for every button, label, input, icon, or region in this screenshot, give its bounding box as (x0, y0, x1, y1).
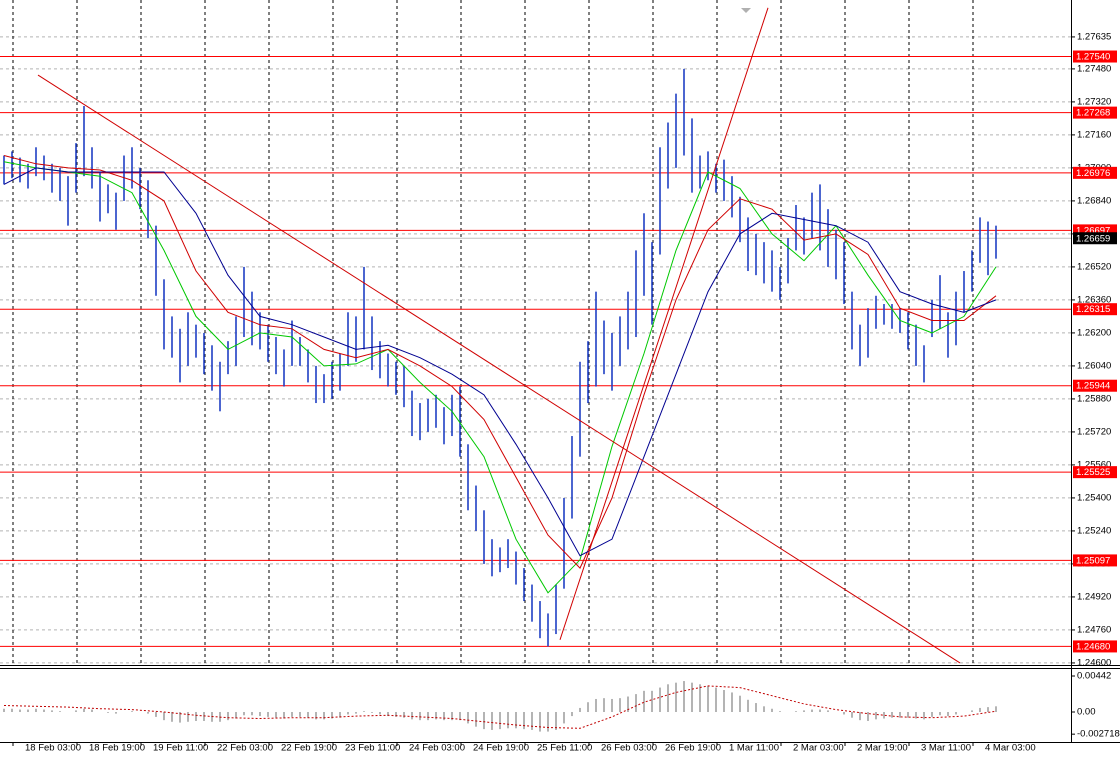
y-tick-label: 1.27160 (1077, 129, 1111, 140)
x-tick-label: 2 Mar 03:00 (793, 743, 844, 754)
level-label: 1.26697 (1076, 225, 1110, 236)
x-tick-label: 1 Mar 11:00 (729, 743, 779, 754)
y-tick-label: 1.27480 (1077, 63, 1111, 74)
y-tick-label: 1.26040 (1077, 360, 1111, 371)
level-label: 1.25097 (1076, 555, 1110, 566)
x-tick-label: 23 Feb 11:00 (345, 743, 400, 754)
y-tick-label: 0.00442 (1077, 671, 1111, 682)
x-tick-label: 3 Mar 11:00 (921, 743, 971, 754)
y-tick-label: 1.25720 (1077, 426, 1111, 437)
y-tick-label: 1.24920 (1077, 591, 1111, 602)
x-tick-label: 18 Feb 03:00 (25, 743, 81, 754)
y-tick-label: 1.26520 (1077, 261, 1111, 272)
y-tick-label: 1.25560 (1077, 459, 1111, 470)
level-label: 1.24680 (1076, 641, 1110, 652)
level-label: 1.26315 (1076, 304, 1110, 315)
last-price-label: 1.26659 (1076, 233, 1110, 244)
y-tick-label: 1.24760 (1077, 624, 1111, 635)
x-tick-label: 24 Feb 19:00 (473, 743, 529, 754)
y-tick-label: 1.25240 (1077, 525, 1111, 536)
axes: 1.276351.274801.273201.271601.270001.268… (12, 31, 1120, 754)
level-label-box (1073, 50, 1117, 63)
level-label-box (1073, 554, 1117, 567)
level-label-box (1073, 166, 1117, 179)
y-tick-label: 1.25400 (1077, 492, 1111, 503)
x-tick-label: 18 Feb 19:00 (89, 743, 145, 754)
x-tick-label: 4 Mar 03:00 (985, 743, 1036, 754)
x-tick-label: 24 Feb 03:00 (409, 743, 465, 754)
x-tick-label: 2 Mar 19:00 (857, 743, 908, 754)
x-tick-label: 25 Feb 11:00 (537, 743, 592, 754)
moving-average (3, 155, 997, 569)
signal-line (3, 685, 997, 729)
y-tick-label: 1.27635 (1077, 31, 1111, 42)
last-price-box (1073, 232, 1117, 245)
level-label: 1.27268 (1076, 108, 1110, 119)
level-label-box (1073, 640, 1117, 653)
moving-average (3, 167, 997, 557)
level-label-box (1073, 303, 1117, 316)
x-tick-label: 22 Feb 03:00 (217, 743, 273, 754)
y-tick-label: 1.26360 (1077, 294, 1111, 305)
y-tick-label: 1.25880 (1077, 393, 1111, 404)
price-panel (0, 0, 1071, 665)
trendline (559, 7, 769, 640)
y-tick-label: 1.27320 (1077, 96, 1111, 107)
moving-average (3, 161, 997, 594)
level-label: 1.25944 (1076, 381, 1110, 392)
level-label-box (1073, 106, 1117, 119)
x-tick-label: 26 Feb 03:00 (601, 743, 657, 754)
x-tick-label: 22 Feb 19:00 (281, 743, 337, 754)
y-tick-label: 1.26840 (1077, 195, 1111, 206)
level-label-box (1073, 466, 1117, 479)
level-label: 1.26976 (1076, 168, 1110, 179)
oscillator-panel (3, 681, 997, 732)
y-tick-label: 0.00 (1077, 707, 1096, 718)
y-tick-label: 1.26200 (1077, 327, 1111, 338)
trendline (37, 74, 961, 664)
y-tick-label: -0.002718 (1077, 729, 1120, 740)
level-label-box (1073, 379, 1117, 392)
shift-marker (741, 8, 751, 13)
y-tick-label: 1.24600 (1077, 657, 1111, 668)
level-label: 1.27540 (1076, 52, 1110, 63)
x-tick-label: 26 Feb 19:00 (665, 743, 721, 754)
x-tick-label: 19 Feb 11:00 (153, 743, 208, 754)
level-label: 1.25525 (1076, 467, 1110, 478)
